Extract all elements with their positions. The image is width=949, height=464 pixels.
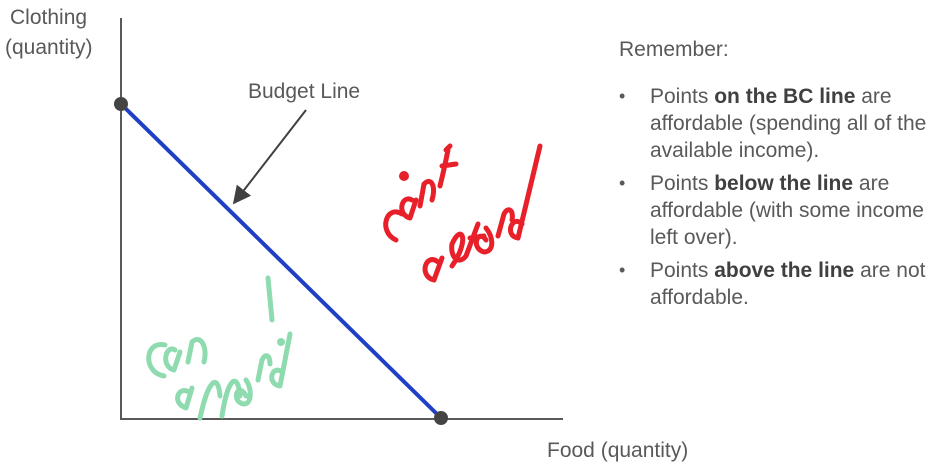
remember-item-text: Points: [650, 85, 715, 108]
remember-item-on-line: • Points on the BC line are affordable (…: [619, 83, 949, 164]
handwritten-note-affordable: can afford.: [146, 275, 293, 421]
y-axis-label-line2: (quantity): [5, 36, 93, 59]
x-axis-label: Food (quantity): [547, 439, 688, 462]
remember-item-emphasis: below the line: [714, 172, 854, 195]
bullet-icon: •: [619, 260, 626, 280]
remember-item-text: Points: [650, 172, 715, 195]
remember-list: • Points on the BC line are affordable (…: [619, 83, 949, 311]
budget-line-pointer-arrow: [232, 109, 307, 205]
handwritten-note-unaffordable: can't afford: [383, 143, 543, 283]
remember-heading: Remember:: [619, 38, 729, 61]
budget-line-x-intercept: [434, 411, 448, 425]
remember-item-emphasis: on the BC line: [714, 85, 856, 108]
remember-item-text: are affordable (with some income left ov…: [650, 172, 924, 249]
remember-item-text: are not affordable.: [650, 259, 926, 309]
remember-item-text: Points: [650, 259, 715, 282]
bullet-icon: •: [619, 173, 626, 193]
budget-line-y-intercept: [114, 97, 128, 111]
remember-item-text: are affordable (spending all of the avai…: [650, 85, 927, 162]
remember-item-emphasis: above the line: [714, 259, 855, 282]
budget-line-label: Budget Line: [248, 80, 360, 103]
remember-item-above-line: • Points above the line are not affordab…: [619, 257, 949, 311]
remember-notes-panel: Remember: • Points on the BC line are af…: [619, 36, 949, 317]
budget-line: [119, 102, 443, 420]
y-axis-label-line1: Clothing: [10, 6, 87, 29]
remember-item-below-line: • Points below the line are affordable (…: [619, 170, 949, 251]
bullet-icon: •: [619, 86, 626, 106]
